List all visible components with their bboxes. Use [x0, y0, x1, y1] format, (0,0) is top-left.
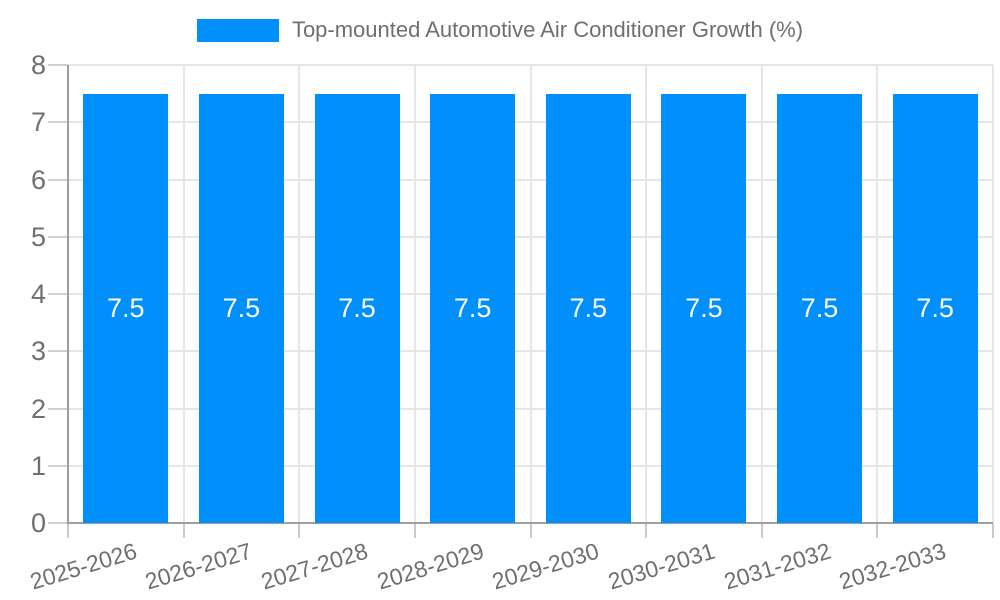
- bar[interactable]: 7.5: [314, 93, 400, 523]
- bar[interactable]: 7.5: [892, 93, 978, 523]
- bar-value-label: 7.5: [569, 293, 608, 324]
- y-tick-label: 7: [30, 107, 46, 138]
- legend[interactable]: Top-mounted Automotive Air Conditioner G…: [0, 17, 1000, 43]
- x-tick-label: 2027-2028: [258, 537, 371, 595]
- bar-value-label: 7.5: [916, 293, 954, 324]
- x-axis-line: [67, 522, 993, 524]
- bar[interactable]: 7.5: [430, 93, 516, 523]
- y-tick-label: 1: [30, 450, 46, 481]
- y-tick-label: 2: [30, 393, 46, 424]
- y-tick: [48, 407, 68, 410]
- x-tick-label: 2032-2033: [836, 537, 949, 595]
- v-gridline: [182, 65, 185, 523]
- bar[interactable]: 7.5: [198, 93, 284, 523]
- y-tick-label: 6: [30, 164, 46, 195]
- x-tick-label: 2028-2029: [373, 537, 487, 595]
- x-tick: [992, 524, 994, 538]
- bar[interactable]: 7.5: [83, 93, 169, 523]
- x-tick: [413, 524, 416, 538]
- x-tick-label: 2031-2032: [720, 537, 834, 595]
- v-gridline: [529, 65, 532, 523]
- x-tick-label: 2026-2027: [142, 537, 256, 595]
- bar-value-label: 7.5: [800, 293, 839, 324]
- x-tick: [876, 524, 879, 538]
- v-gridline: [760, 65, 763, 523]
- y-tick: [48, 293, 68, 295]
- x-tick: [645, 524, 648, 538]
- x-tick-label: 2030-2031: [604, 537, 718, 595]
- bar-value-label: 7.5: [338, 293, 376, 324]
- y-tick-label: 5: [30, 221, 46, 252]
- x-tick: [529, 524, 532, 538]
- legend-label: Top-mounted Automotive Air Conditioner G…: [291, 17, 804, 42]
- x-tick: [182, 524, 185, 538]
- bar-value-label: 7.5: [453, 293, 492, 324]
- bar-value-label: 7.5: [685, 293, 723, 324]
- bar[interactable]: 7.5: [777, 93, 863, 523]
- x-tick-label: 2029-2030: [489, 537, 603, 595]
- bar-value-label: 7.5: [222, 293, 261, 324]
- bar[interactable]: 7.5: [661, 93, 747, 523]
- v-gridline: [645, 65, 648, 523]
- x-tick: [67, 524, 69, 538]
- y-tick: [48, 350, 68, 353]
- bar-value-label: 7.5: [107, 293, 145, 324]
- y-tick-label: 4: [30, 279, 46, 309]
- y-tick: [48, 522, 68, 524]
- v-gridline: [876, 65, 879, 523]
- bar[interactable]: 7.5: [545, 93, 631, 523]
- x-tick: [760, 524, 763, 538]
- y-tick: [48, 235, 68, 238]
- v-gridline: [992, 65, 994, 523]
- y-axis-line: [67, 65, 69, 537]
- legend-swatch: [196, 18, 279, 42]
- y-tick: [48, 464, 68, 467]
- y-tick: [48, 178, 68, 181]
- y-tick-label: 3: [30, 336, 46, 367]
- y-tick: [48, 121, 68, 124]
- v-gridline: [298, 65, 301, 523]
- v-gridline: [413, 65, 416, 523]
- x-tick: [298, 524, 301, 538]
- y-tick-label: 8: [30, 50, 46, 80]
- y-tick: [48, 64, 68, 66]
- x-tick-label: 2025-2026: [26, 537, 140, 595]
- y-tick-label: 0: [30, 508, 46, 538]
